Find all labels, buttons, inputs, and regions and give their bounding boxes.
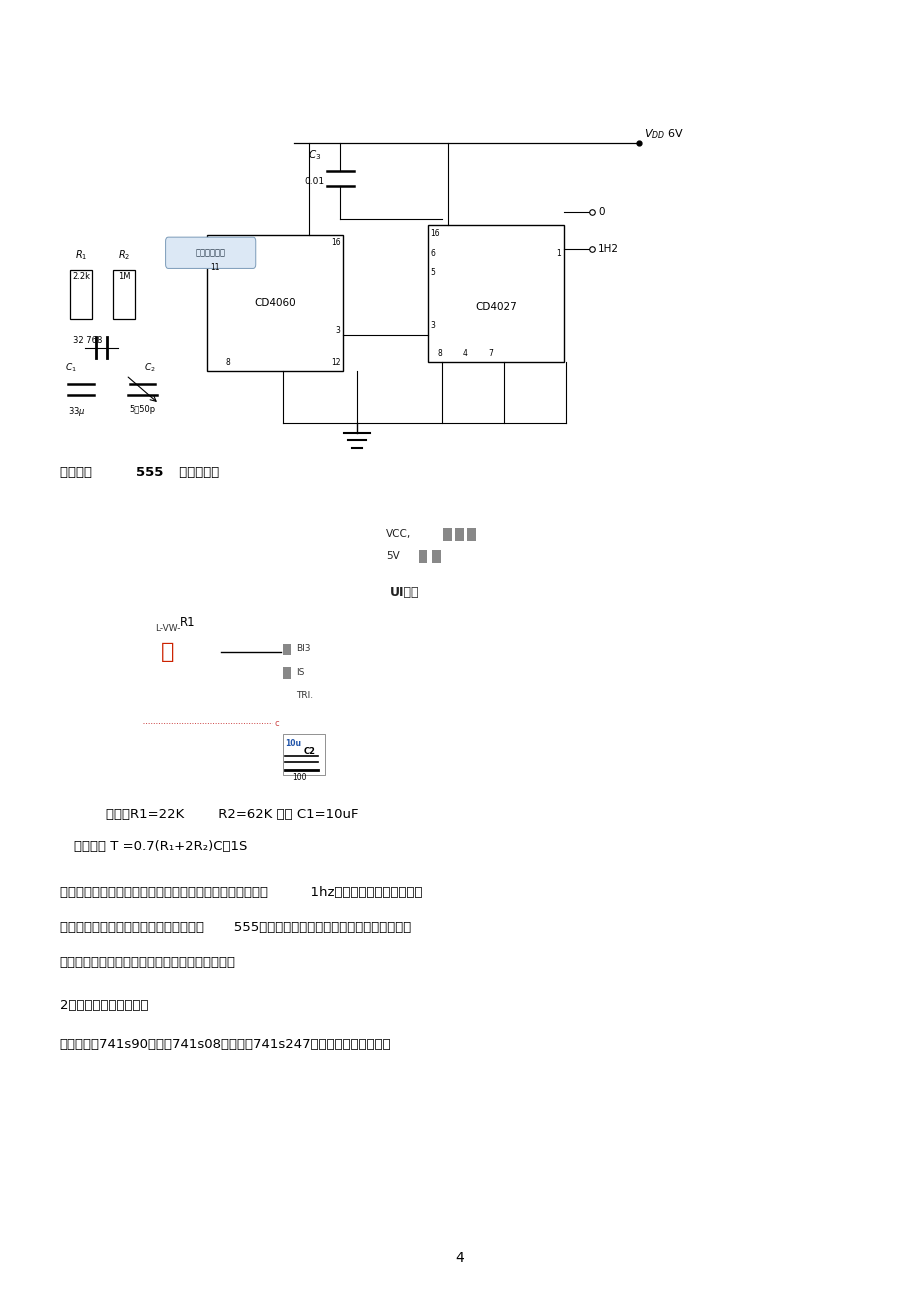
Text: 16: 16: [331, 238, 340, 248]
Text: 0: 0: [597, 207, 604, 218]
FancyBboxPatch shape: [165, 237, 255, 268]
Text: 32 768: 32 768: [73, 336, 102, 345]
Text: 10u: 10u: [285, 739, 301, 748]
Bar: [443, 528, 451, 541]
Text: CD4027: CD4027: [474, 302, 516, 311]
Text: 5～50p: 5～50p: [130, 405, 155, 414]
Text: $C_2$: $C_2$: [144, 361, 156, 374]
Text: 100: 100: [292, 773, 307, 782]
Text: UI；：: UI；：: [390, 586, 419, 599]
Text: 12: 12: [331, 358, 340, 367]
Text: $R_1$: $R_1$: [74, 248, 87, 262]
Text: 2.2k: 2.2k: [72, 272, 90, 281]
Bar: [418, 550, 426, 563]
Text: IS: IS: [296, 668, 304, 676]
Text: 点击查看大图: 点击查看大图: [196, 249, 225, 257]
Text: 555: 555: [136, 466, 164, 480]
Bar: [207, 235, 343, 371]
Text: 定时器构成: 定时器构成: [175, 466, 219, 480]
Text: VCC,: VCC,: [386, 529, 411, 539]
Text: CD4060: CD4060: [254, 298, 296, 308]
Text: 8: 8: [437, 349, 441, 358]
Text: 执: 执: [161, 641, 174, 662]
Text: 其中：R1=22K        R2=62K 电容 C1=10uF: 其中：R1=22K R2=62K 电容 C1=10uF: [106, 808, 357, 821]
Bar: [283, 734, 324, 775]
Bar: [283, 644, 290, 655]
Text: 5: 5: [430, 268, 435, 278]
Text: 7: 7: [488, 349, 493, 358]
Text: 11: 11: [210, 263, 219, 272]
Text: 33$\mu$: 33$\mu$: [67, 405, 85, 418]
Text: $R_2$: $R_2$: [118, 248, 130, 262]
Text: 5V: 5V: [386, 551, 400, 562]
Text: 方案比较与选择：方案一采用晶体震荡器经过分频电路产生          1hz脉冲，信号精确稳定，但: 方案比较与选择：方案一采用晶体震荡器经过分频电路产生 1hz脉冲，信号精确稳定，…: [60, 886, 422, 899]
Text: c: c: [274, 719, 278, 727]
Text: 脉冲周期 T =0.7(R₁+2R₂)C：1S: 脉冲周期 T =0.7(R₁+2R₂)C：1S: [74, 840, 246, 853]
Text: 16: 16: [430, 229, 439, 238]
Bar: [467, 528, 475, 541]
Text: 3: 3: [430, 321, 435, 330]
Text: R1: R1: [179, 616, 195, 629]
Bar: [113, 270, 135, 319]
Text: 4: 4: [462, 349, 467, 358]
Bar: [283, 667, 290, 679]
Text: $C_3$: $C_3$: [308, 147, 321, 162]
Text: $V_{DD}$ 6V: $V_{DD}$ 6V: [643, 126, 684, 141]
Text: 方案二：: 方案二：: [60, 466, 100, 480]
Text: $C_1$: $C_1$: [64, 361, 76, 374]
Text: 是相对来说芯片多电路复杂，方案二采用       555定时器简单易于实现，脉冲对于本实验能够: 是相对来说芯片多电路复杂，方案二采用 555定时器简单易于实现，脉冲对于本实验能…: [60, 921, 411, 934]
Text: 1: 1: [556, 249, 561, 258]
Bar: [427, 225, 563, 362]
Bar: [70, 270, 92, 319]
Text: 满足要求，所以选择方案二作为时钟脉冲发生电路: 满足要求，所以选择方案二作为时钟脉冲发生电路: [60, 956, 235, 969]
Bar: [432, 550, 440, 563]
Text: 1H2: 1H2: [597, 244, 618, 254]
Text: 4: 4: [455, 1251, 464, 1265]
Text: BI3: BI3: [296, 645, 311, 653]
Text: 0.01: 0.01: [304, 177, 324, 185]
Text: 3: 3: [335, 326, 340, 335]
Text: 6: 6: [430, 249, 435, 258]
Text: 方案一：用741s90芯片、741s08芯片以及741s247芯片组成计数译码部分: 方案一：用741s90芯片、741s08芯片以及741s247芯片组成计数译码部…: [60, 1038, 391, 1052]
Text: 8: 8: [225, 358, 230, 367]
Text: 1M: 1M: [118, 272, 130, 281]
Text: L-VW-: L-VW-: [155, 624, 181, 633]
Text: C2: C2: [303, 747, 315, 756]
Bar: [455, 528, 463, 541]
Text: 2、计数、译码部分设计: 2、计数、译码部分设计: [60, 999, 148, 1012]
Text: TRI.: TRI.: [296, 692, 313, 700]
